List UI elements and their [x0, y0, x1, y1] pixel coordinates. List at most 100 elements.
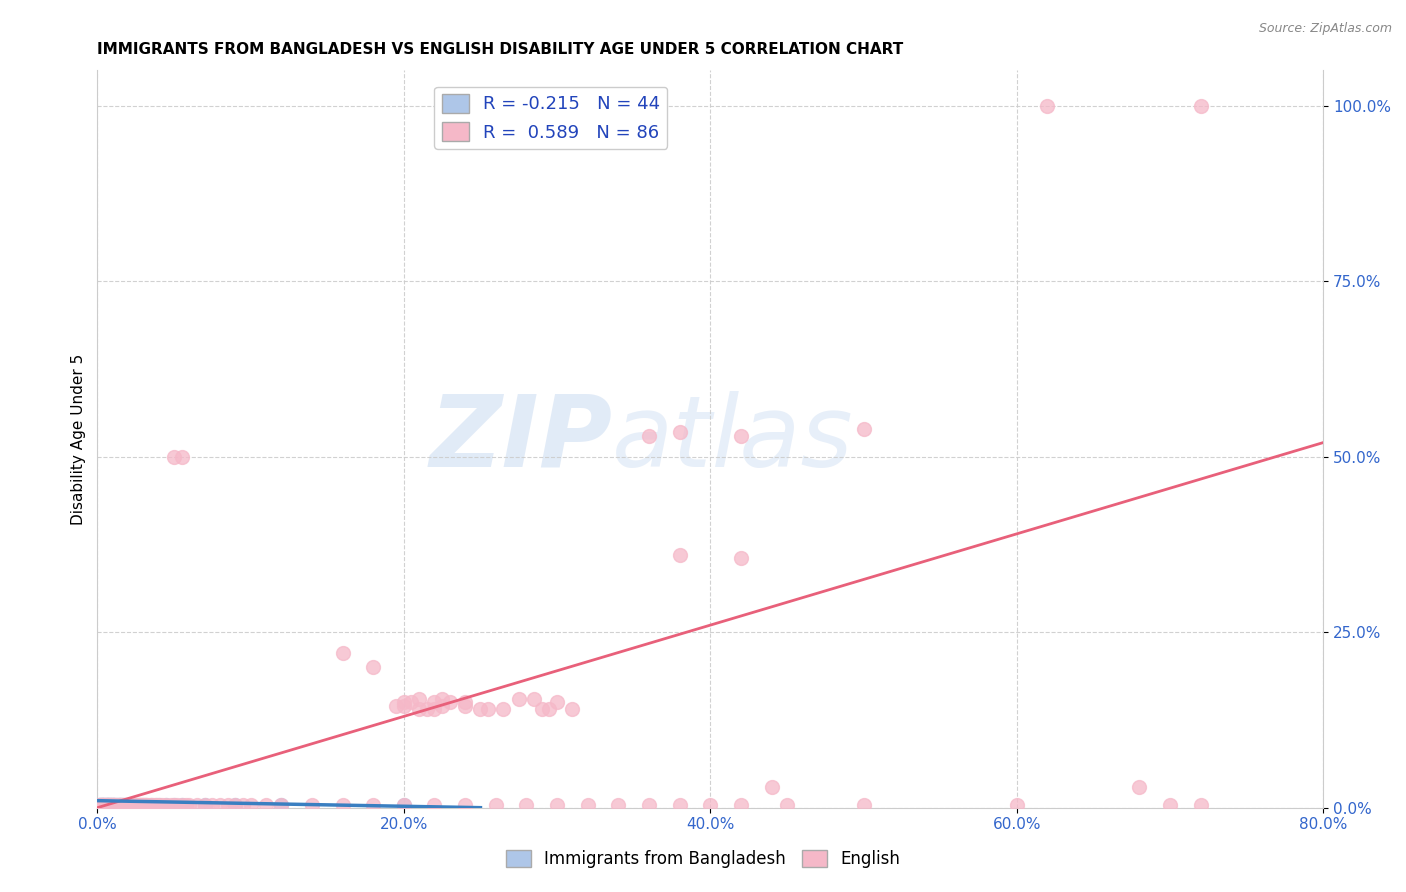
Point	[170, 797, 193, 812]
Point	[112, 797, 135, 812]
Point	[135, 797, 157, 812]
Point	[668, 425, 690, 439]
Point	[217, 797, 239, 812]
Point	[97, 797, 120, 812]
Point	[98, 797, 121, 812]
Point	[392, 797, 415, 812]
Point	[194, 797, 217, 812]
Point	[155, 797, 177, 812]
Point	[515, 797, 537, 812]
Point	[332, 797, 354, 812]
Point	[477, 702, 499, 716]
Point	[98, 797, 121, 812]
Y-axis label: Disability Age Under 5: Disability Age Under 5	[72, 353, 86, 524]
Point	[122, 797, 145, 812]
Point	[508, 691, 530, 706]
Point	[470, 702, 492, 716]
Point	[576, 797, 599, 812]
Point	[93, 797, 115, 812]
Point	[1036, 98, 1059, 112]
Point	[730, 797, 752, 812]
Point	[224, 797, 246, 812]
Point	[107, 797, 129, 812]
Point	[89, 797, 111, 812]
Point	[401, 695, 423, 709]
Point	[115, 797, 138, 812]
Point	[163, 797, 186, 812]
Point	[1005, 797, 1028, 812]
Point	[93, 797, 115, 812]
Point	[1159, 797, 1181, 812]
Point	[121, 797, 143, 812]
Point	[408, 691, 430, 706]
Point	[776, 797, 799, 812]
Point	[100, 797, 122, 812]
Point	[201, 797, 224, 812]
Point	[96, 797, 118, 812]
Point	[852, 797, 875, 812]
Point	[224, 797, 246, 812]
Point	[114, 797, 136, 812]
Point	[170, 450, 193, 464]
Point	[107, 797, 129, 812]
Point	[91, 797, 114, 812]
Point	[103, 797, 125, 812]
Point	[416, 702, 439, 716]
Point	[208, 797, 231, 812]
Point	[485, 797, 508, 812]
Point	[96, 797, 118, 812]
Text: Source: ZipAtlas.com: Source: ZipAtlas.com	[1258, 22, 1392, 36]
Point	[607, 797, 630, 812]
Point	[163, 797, 186, 812]
Point	[194, 797, 217, 812]
Point	[232, 797, 254, 812]
Point	[852, 421, 875, 435]
Point	[93, 797, 115, 812]
Point	[100, 797, 122, 812]
Point	[145, 797, 167, 812]
Point	[150, 797, 173, 812]
Point	[761, 780, 783, 794]
Point	[166, 797, 188, 812]
Point	[439, 695, 461, 709]
Text: ZIP: ZIP	[429, 391, 612, 488]
Point	[93, 797, 115, 812]
Point	[101, 797, 124, 812]
Point	[117, 797, 139, 812]
Point	[111, 797, 134, 812]
Point	[114, 797, 136, 812]
Point	[638, 797, 661, 812]
Point	[96, 797, 118, 812]
Point	[110, 797, 132, 812]
Point	[94, 797, 117, 812]
Point	[91, 797, 114, 812]
Point	[546, 695, 568, 709]
Point	[423, 702, 446, 716]
Point	[118, 797, 141, 812]
Point	[122, 797, 145, 812]
Point	[98, 797, 121, 812]
Point	[332, 646, 354, 660]
Point	[89, 797, 111, 812]
Point	[103, 797, 125, 812]
Point	[110, 797, 132, 812]
Legend: Immigrants from Bangladesh, English: Immigrants from Bangladesh, English	[499, 843, 907, 875]
Point	[523, 691, 546, 706]
Point	[170, 797, 193, 812]
Point	[105, 797, 128, 812]
Point	[454, 797, 477, 812]
Point	[127, 797, 149, 812]
Point	[423, 695, 446, 709]
Point	[97, 797, 120, 812]
Point	[97, 797, 120, 812]
Point	[117, 797, 139, 812]
Point	[163, 450, 186, 464]
Point	[111, 797, 134, 812]
Point	[101, 797, 124, 812]
Point	[110, 797, 132, 812]
Point	[160, 797, 183, 812]
Point	[129, 797, 152, 812]
Point	[392, 797, 415, 812]
Point	[135, 797, 157, 812]
Point	[145, 797, 167, 812]
